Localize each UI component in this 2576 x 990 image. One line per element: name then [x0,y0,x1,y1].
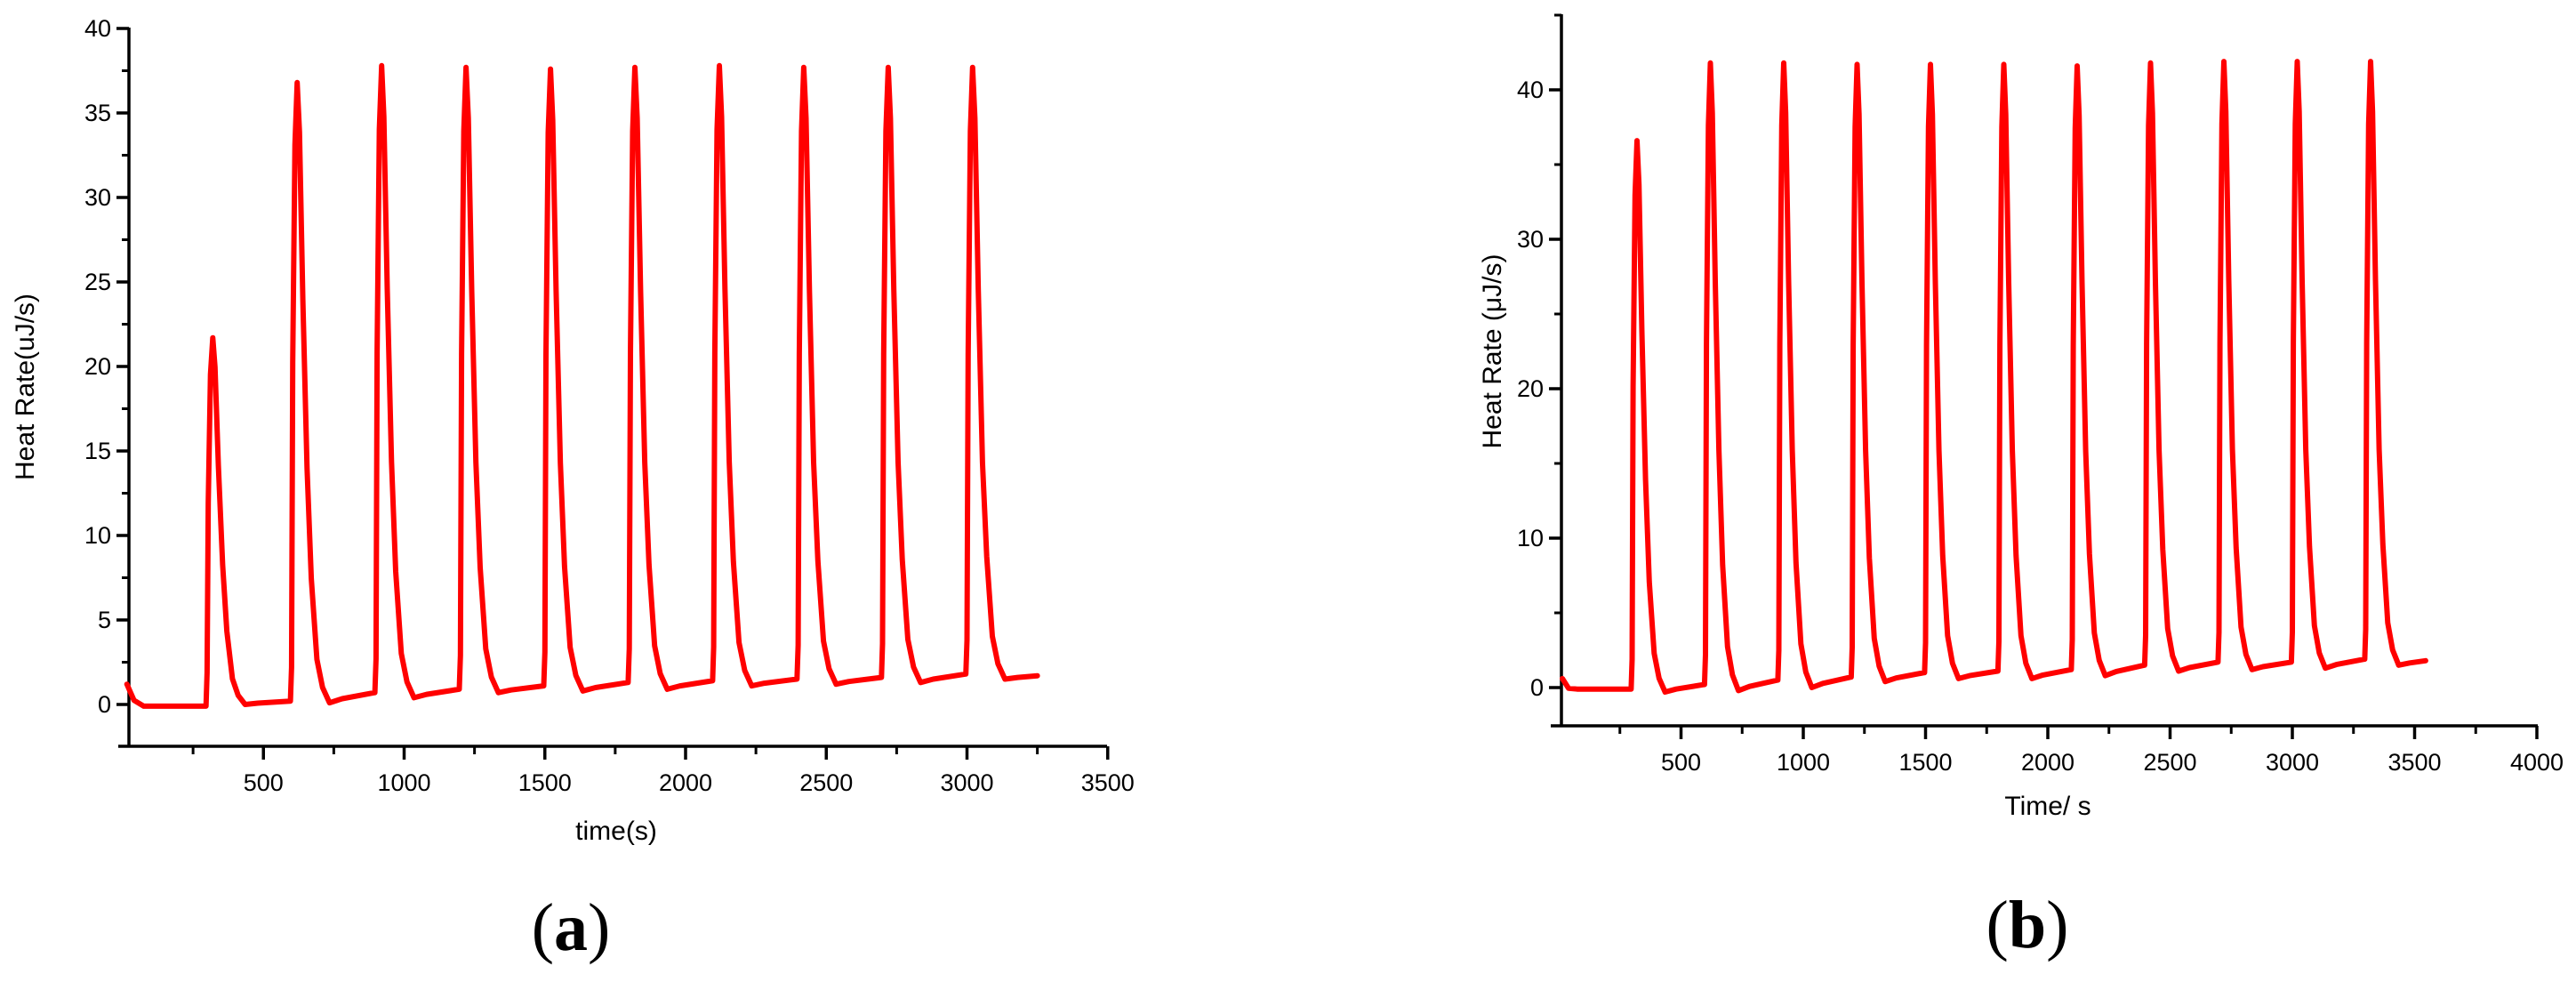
y-axis-title: Heat Rate (μJ/s) [1478,254,1507,448]
y-tick-label: 0 [1530,674,1544,701]
axes: 0 10 20 30 40 500 1000 1500 2000 2500 3000 3500 4000 [1517,13,2564,776]
y-tick-label: 15 [84,438,111,464]
y-tick-label: 30 [1517,226,1544,253]
x-tick-label: 1500 [1898,749,1952,776]
y-axis-title: Heat Rate(uJ/s) [11,294,40,480]
axes: 0 5 10 15 20 25 30 35 40 500 1000 1500 2000 2500 3000 3… [84,15,1135,796]
y-tick-label: 10 [1517,525,1544,551]
caption-b-letter: b [2008,888,2047,962]
heat-rate-line [124,62,1040,709]
y-tick-label: 35 [84,100,111,126]
x-axis-title: time(s) [575,817,657,846]
x-tick-label: 4000 [2510,749,2564,776]
x-axis-title: Time/ s [2004,792,2090,821]
y-tick-label: 20 [84,353,111,380]
caption-a: (a) [531,890,611,965]
x-tick-label: 3000 [940,769,993,796]
x-tick-label: 2500 [799,769,853,796]
caption-b: (b) [1986,888,2069,962]
x-tick-label: 500 [244,769,284,796]
x-tick-label: 2000 [659,769,712,796]
x-tick-label: 3000 [2266,749,2319,776]
x-tick-label: 3500 [2387,749,2441,776]
y-tick-label: 5 [98,607,111,633]
y-tick-label: 20 [1517,375,1544,402]
chart-a: 0 5 10 15 20 25 30 35 40 500 1000 1500 2000 2500 3000 3… [11,15,1135,846]
y-tick-label: 25 [84,269,111,295]
x-tick-label: 2000 [2021,749,2074,776]
y-tick-label: 0 [98,691,111,718]
y-tick-label: 40 [1517,76,1544,103]
x-tick-label: 2500 [2143,749,2196,776]
x-tick-label: 500 [1661,749,1701,776]
x-tick-label: 1500 [518,769,572,796]
x-tick-label: 1000 [1777,749,1830,776]
y-tick-label: 30 [84,184,111,211]
x-tick-label: 3500 [1081,769,1135,796]
panel-b: 0 10 20 30 40 500 1000 1500 2000 2500 3000 3500 4000… [1289,0,2576,990]
chart-b: 0 10 20 30 40 500 1000 1500 2000 2500 3000 3500 4000… [1478,13,2564,821]
y-tick-label: 40 [84,15,111,42]
y-tick-label: 10 [84,522,111,549]
panel-a: 0 5 10 15 20 25 30 35 40 500 1000 1500 2000 2500 3000 3… [11,15,1135,965]
x-tick-label: 1000 [377,769,430,796]
caption-a-letter: a [554,890,588,965]
heat-rate-line [1560,59,2428,695]
